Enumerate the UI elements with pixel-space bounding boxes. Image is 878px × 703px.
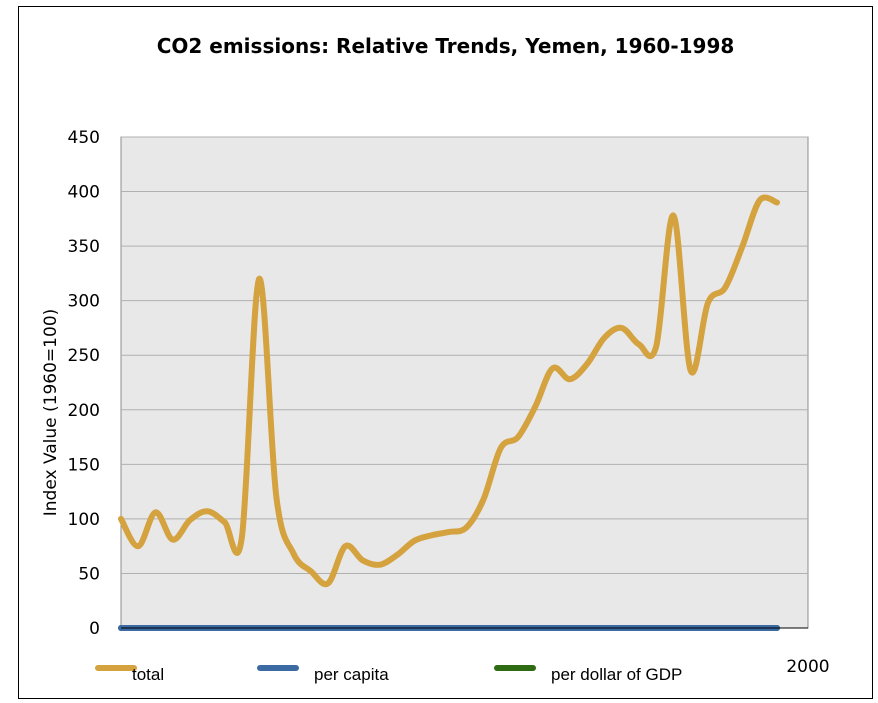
legend-label-total: total (132, 665, 164, 684)
legend: total per capita per dollar of GDP (95, 665, 682, 684)
y-tick-label: 250 (68, 346, 100, 366)
legend-label-per-capita: per capita (314, 665, 389, 684)
y-tick-label: 350 (68, 237, 100, 257)
y-tick-label: 400 (68, 183, 100, 203)
y-tick-label: 200 (68, 401, 100, 421)
y-tick-label: 450 (68, 128, 100, 148)
y-tick-label: 0 (89, 619, 100, 639)
series-line-total (118, 194, 780, 588)
plot-area (120, 136, 809, 629)
chart-title: CO2 emissions: Relative Trends, Yemen, 1… (156, 34, 735, 58)
gridlines (121, 136, 808, 574)
y-tick-label: 150 (68, 455, 100, 475)
y-axis-label: Index Value (1960=100) (41, 309, 61, 517)
y-tick-label: 100 (68, 510, 100, 530)
legend-label-per-dollar-of-gdp: per dollar of GDP (551, 665, 682, 684)
y-tick-label: 300 (68, 292, 100, 312)
x-tick-label: 2000 (786, 657, 829, 677)
y-axis-ticks: 0 50 100 150 200 250 300 350 400 450 (68, 128, 100, 639)
y-tick-label: 50 (78, 564, 100, 584)
